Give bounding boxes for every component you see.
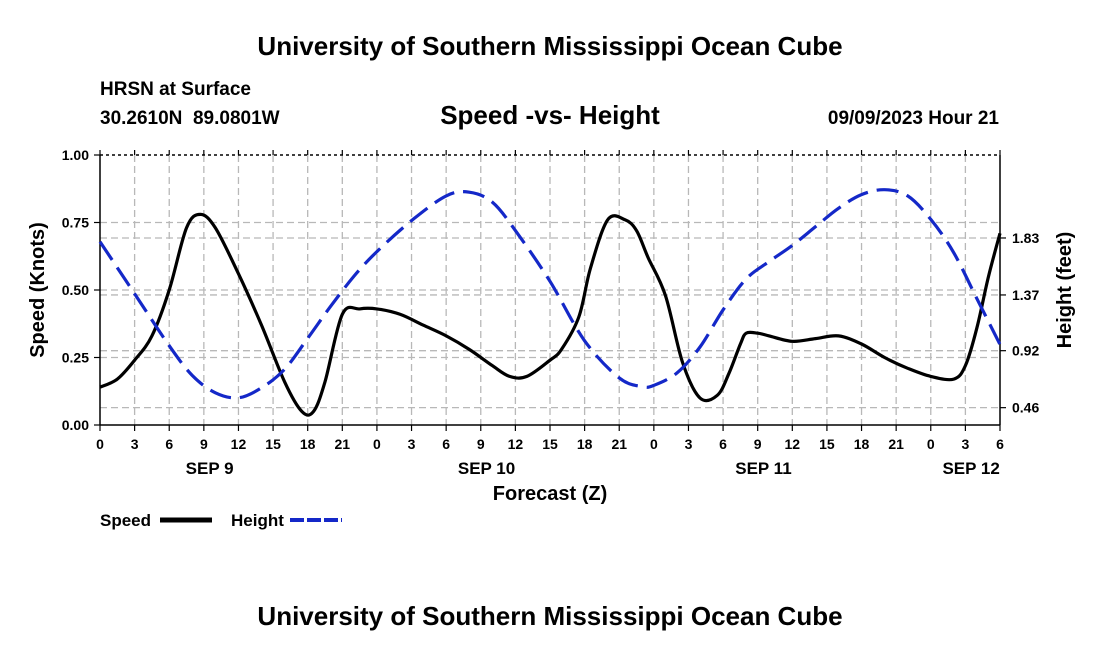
y2-tick-label: 0.46 [1012,400,1039,416]
legend-height-label: Height [231,511,284,530]
x-tick-label: 3 [685,436,693,452]
x-tick-label: 9 [477,436,485,452]
grid-lines [100,155,1000,425]
x-axis-title: Forecast (Z) [493,483,607,505]
x-tick-label: 6 [442,436,450,452]
forecast-datetime: 09/09/2023 Hour 21 [828,108,1000,129]
y-axis-title: Speed (Knots) [27,222,49,358]
x-tick-label: 3 [408,436,416,452]
series-line-speed [99,212,1002,417]
date-label: SEP 12 [942,459,999,478]
x-tick-label: 15 [542,436,558,452]
x-tick-label: 18 [854,436,870,452]
series-lines [98,188,1002,417]
x-tick-label: 15 [819,436,835,452]
x-tick-label: 9 [200,436,208,452]
x-tick-label: 0 [373,436,381,452]
y2-axis-title: Height (feet) [1054,232,1076,349]
x-tick-label: 9 [754,436,762,452]
date-label: SEP 11 [735,459,791,478]
x-tick-label: 18 [300,436,316,452]
x-tick-label: 21 [611,436,627,452]
x-axis-ticks: 0 3 6 9 12 15 18 21 0 3 6 9 12 15 18 21 0 3 6 9 12 15 18 21 0 3 6 [96,150,1004,452]
x-tick-label: 0 [96,436,104,452]
y-tick-label: 0.25 [62,350,89,366]
y-tick-label: 0.75 [62,215,89,231]
x-tick-label: 6 [996,436,1004,452]
x-tick-label: 0 [927,436,935,452]
y2-tick-label: 0.92 [1012,343,1039,359]
date-label: SEP 9 [186,459,234,478]
x-tick-label: 21 [335,436,351,452]
x-tick-label: 0 [650,436,658,452]
x-tick-label: 12 [785,436,801,452]
y-tick-label: 0.50 [62,282,89,298]
bottom-title: University of Southern Mississippi Ocean… [257,601,842,631]
legend: Speed Height [100,511,342,530]
coordinates-label: 30.2610N 89.0801W [100,108,280,129]
x-tick-label: 6 [165,436,173,452]
x-tick-label: 12 [231,436,247,452]
x-tick-label: 12 [508,436,524,452]
series-line-height [98,188,1002,400]
station-label: HRSN at Surface [100,79,251,100]
y2-tick-label: 1.37 [1012,287,1039,303]
date-labels: SEP 9 SEP 10 SEP 11 SEP 12 [186,459,1000,478]
x-tick-label: 3 [131,436,139,452]
x-tick-label: 15 [265,436,281,452]
y-axis-ticks: 0.00 0.25 0.50 0.75 1.00 [62,147,100,433]
y-tick-label: 1.00 [62,147,89,163]
legend-speed-label: Speed [100,511,151,530]
chart-subtitle: Speed -vs- Height [440,100,660,130]
y2-tick-label: 1.83 [1012,230,1039,246]
date-label: SEP 10 [458,459,515,478]
x-tick-label: 21 [888,436,904,452]
x-tick-label: 6 [719,436,727,452]
x-tick-label: 18 [577,436,593,452]
top-title: University of Southern Mississippi Ocean… [257,31,842,61]
y-tick-label: 0.00 [62,417,89,433]
x-tick-label: 3 [961,436,969,452]
y2-axis-ticks: 0.46 0.92 1.37 1.83 [1000,230,1039,416]
